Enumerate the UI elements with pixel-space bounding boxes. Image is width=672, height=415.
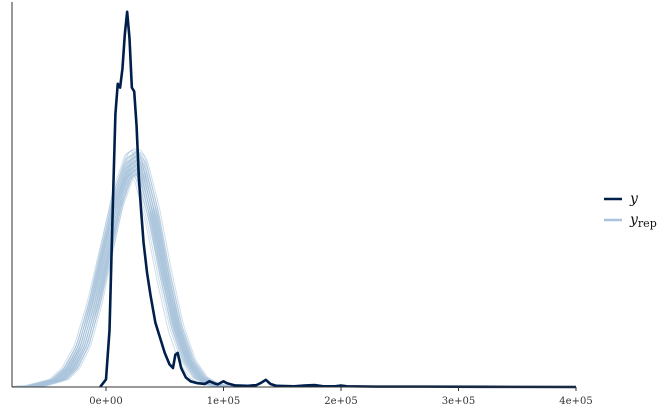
yrep-draw-line (11, 156, 259, 388)
yrep-draw-line (12, 166, 259, 388)
yrep-draw-line (11, 167, 259, 388)
yrep-draw-line (12, 156, 259, 388)
yrep-draw-line (12, 162, 259, 388)
legend-label-yrep: yrep (629, 212, 657, 230)
x-axis-ticks: 0e+00 1e+05 2e+05 3e+05 4e+05 (89, 387, 593, 407)
yrep-draw-line (11, 153, 259, 388)
yrep-draw-line (11, 163, 259, 388)
yrep-draw-line (11, 149, 259, 388)
legend-label-y: y (629, 191, 639, 207)
yrep-draw-line (11, 154, 259, 388)
yrep-draw-line (11, 164, 259, 388)
yrep-draw-line (11, 154, 259, 388)
yrep-draw-line (11, 175, 259, 388)
yrep-draw-line (12, 172, 259, 388)
x-tick-label: 4e+05 (559, 396, 592, 407)
x-tick-label: 1e+05 (207, 396, 240, 407)
y-series-line (99, 10, 577, 389)
yrep-draw-line (11, 168, 259, 388)
yrep-draw-line (11, 170, 259, 388)
yrep-draw-line (11, 173, 259, 388)
yrep-draw-line (12, 157, 259, 388)
x-tick-label: 3e+05 (442, 396, 475, 407)
yrep-draw-line (11, 158, 259, 388)
yrep-draw-line (12, 166, 259, 388)
yrep-draw-line (11, 172, 259, 388)
yrep-draw-line (12, 151, 259, 388)
yrep-series-lines (11, 148, 259, 388)
yrep-draw-line (11, 155, 259, 388)
yrep-draw-line (11, 157, 259, 388)
x-tick-label: 0e+00 (89, 396, 122, 407)
yrep-draw-line (12, 165, 259, 388)
yrep-draw-line (12, 164, 259, 388)
yrep-draw-line (12, 150, 259, 388)
yrep-draw-line (12, 152, 259, 388)
yrep-draw-line (11, 160, 259, 388)
yrep-draw-line (11, 161, 259, 388)
yrep-draw-line (12, 159, 259, 388)
yrep-draw-line (11, 160, 259, 388)
yrep-draw-line (11, 169, 259, 388)
yrep-draw-line (11, 169, 259, 388)
legend: y yrep (604, 191, 657, 230)
yrep-draw-line (11, 151, 259, 388)
y-series-layer (99, 10, 577, 389)
yrep-draw-line (11, 174, 259, 388)
yrep-draw-line (12, 161, 259, 388)
x-tick-label: 2e+05 (324, 396, 357, 407)
yrep-draw-line (12, 152, 259, 388)
yrep-draw-line (12, 171, 259, 388)
